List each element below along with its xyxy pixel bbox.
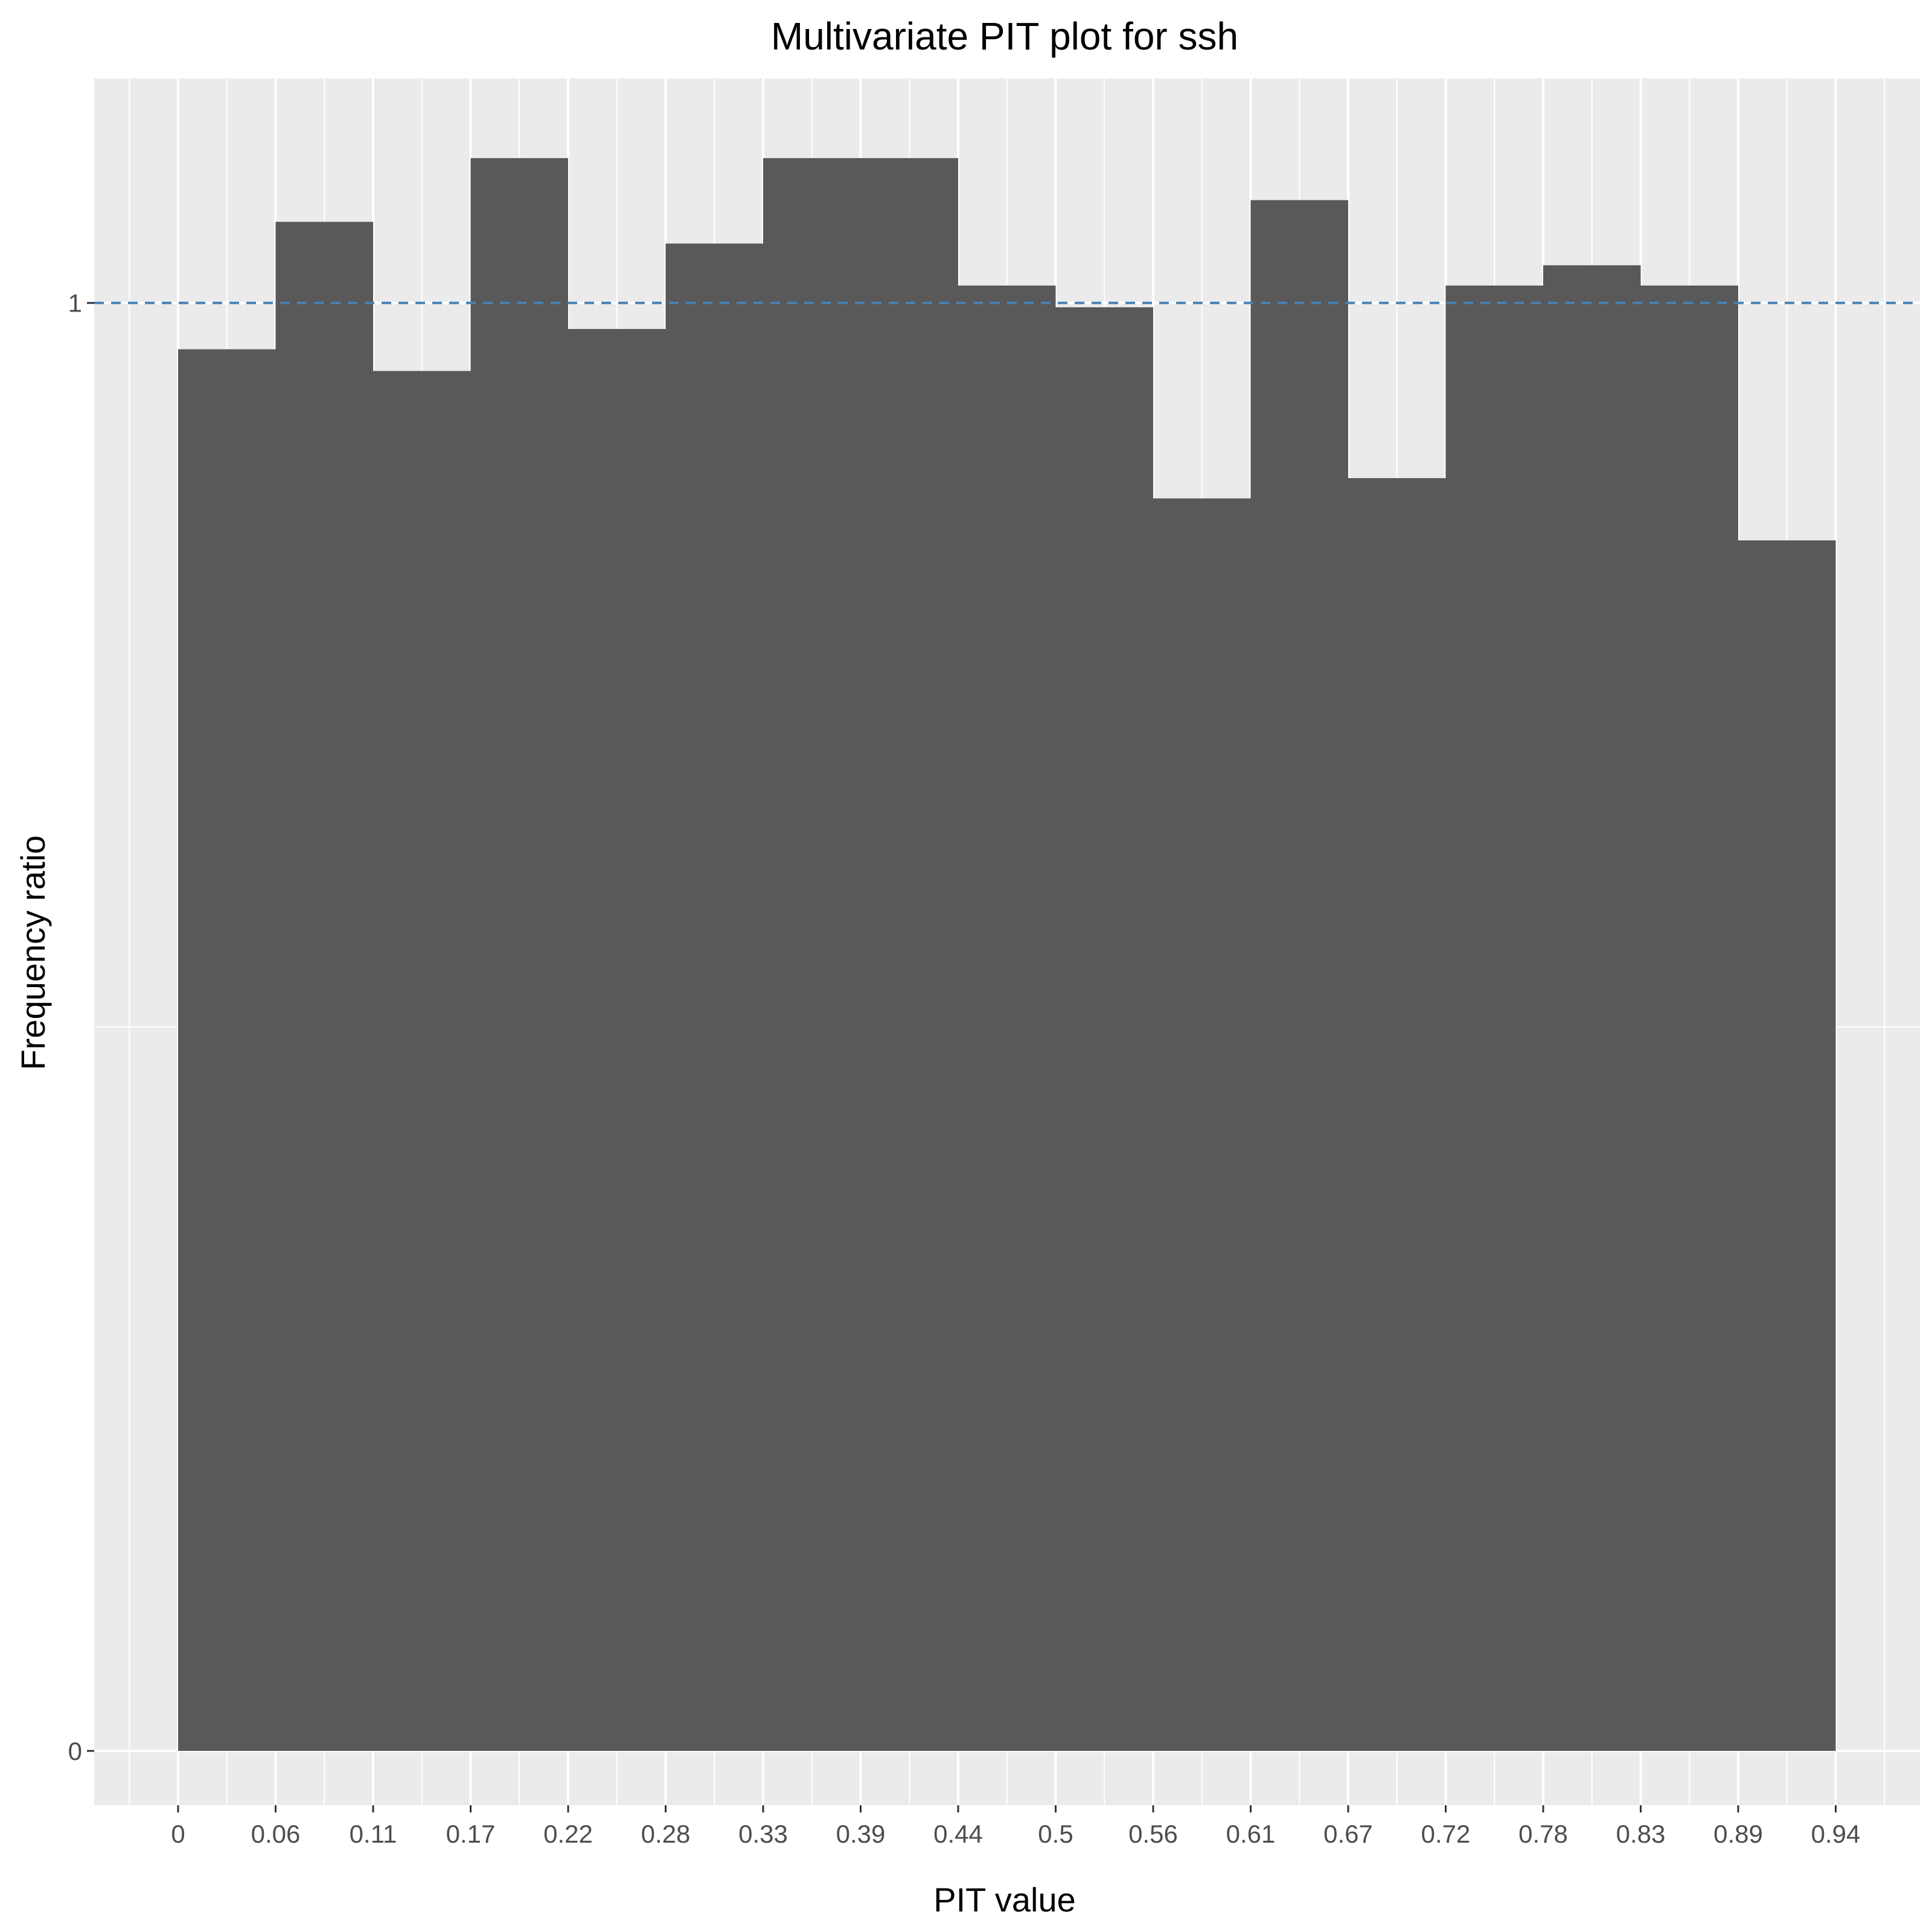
histogram-bar [1445,285,1543,1751]
x-axis-title: PIT value [933,1881,1076,1919]
histogram-bar [275,222,373,1751]
histogram-bar [373,371,471,1751]
histogram-bar [1250,200,1348,1751]
x-tick-label: 0.33 [738,1820,788,1848]
x-tick-label: 0.94 [1811,1820,1861,1848]
x-tick-label: 0.44 [933,1820,983,1848]
histogram-bar [958,285,1056,1751]
histogram-bar [178,349,276,1751]
histogram-bar [568,328,666,1751]
x-tick-label: 0 [171,1820,185,1848]
x-tick-label: 0.22 [543,1820,593,1848]
y-tick-label: 0 [68,1737,82,1765]
histogram-bar [1153,498,1251,1751]
y-axis: 01 [68,289,94,1765]
x-tick-label: 0.83 [1616,1820,1666,1848]
histogram-bar [1055,307,1153,1751]
x-tick-label: 0.39 [836,1820,886,1848]
x-tick-label: 0.5 [1038,1820,1073,1848]
histogram-bar [1543,265,1641,1751]
x-axis: 0 0.06 0.11 0.17 0.22 0.28 0.33 0.39 0.44 0.5 0.56… [171,1805,1860,1848]
histogram-bar [1738,540,1836,1751]
x-tick-label: 0.17 [446,1820,496,1848]
x-tick-label: 0.56 [1128,1820,1178,1848]
x-tick-label: 0.11 [350,1820,397,1848]
x-tick-label: 0.72 [1421,1820,1471,1848]
y-axis-title: Frequency ratio [14,835,52,1070]
histogram-bar [1640,285,1738,1751]
x-tick-label: 0.78 [1518,1820,1568,1848]
histogram-bar [860,158,958,1751]
x-tick-label: 0.28 [641,1820,691,1848]
x-tick-label: 0.67 [1323,1820,1373,1848]
histogram-bar [665,243,763,1751]
histogram-bars [178,158,1836,1751]
x-tick-label: 0.61 [1226,1820,1276,1848]
chart-title: Multivariate PIT plot for ssh [771,14,1238,58]
histogram-bar [1348,478,1446,1751]
histogram-bar [470,158,568,1751]
x-tick-label: 0.89 [1713,1820,1763,1848]
histogram-bar [763,158,861,1751]
x-tick-label: 0.06 [251,1820,301,1848]
y-tick-label: 1 [68,289,82,318]
